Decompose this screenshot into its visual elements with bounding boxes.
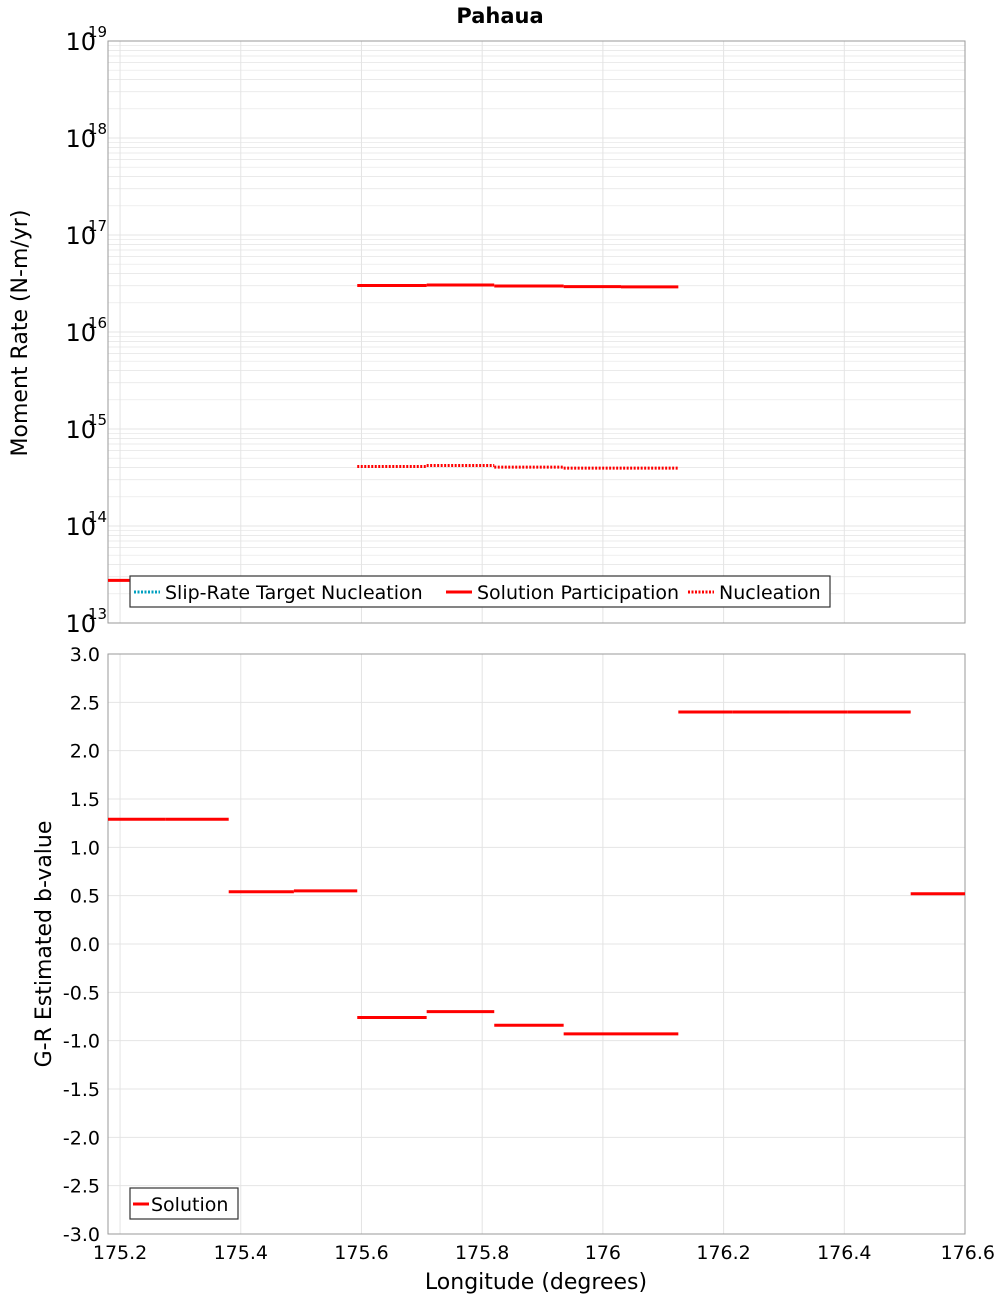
x-tick-label: 175.6: [334, 1242, 388, 1264]
top-y-tick-base: 10: [65, 222, 96, 250]
b-value-panel: 3.0 2.5 2.0 1.5 1.0 0.5 0.0 -0.5 -1.0 -1.5 -2.0 -2.…: [32, 644, 995, 1295]
x-tick-label: 175.4: [214, 1242, 268, 1264]
bottom-y-tick-label: 1.0: [70, 837, 100, 859]
top-y-tick-exponent: 13: [88, 605, 107, 623]
top-y-tick-exponent: 14: [88, 508, 107, 526]
top-y-tick-exponent: 18: [88, 120, 107, 138]
top-gridlines: [108, 41, 966, 624]
top-y-tick-base: 10: [65, 513, 96, 541]
top-legend-label: Nucleation: [719, 582, 821, 604]
bottom-gridlines: [108, 653, 966, 1235]
x-tick-label: 175.2: [93, 1242, 147, 1264]
top-y-tick-exponent: 16: [88, 314, 107, 332]
top-y-tick-base: 10: [65, 610, 96, 638]
bottom-y-tick-label: -2.5: [63, 1176, 100, 1198]
x-tick-label: 176.4: [817, 1242, 871, 1264]
bottom-y-tick-label: 1.5: [70, 789, 100, 811]
top-y-axis-label: Moment Rate (N-m/yr): [8, 210, 33, 457]
top-plot-frame: [107, 40, 966, 624]
chart-title: Pahaua: [456, 4, 543, 28]
x-tick-label: 176.6: [941, 1242, 995, 1264]
bottom-plot-frame: [107, 653, 966, 1235]
bottom-y-axis-label: G-R Estimated b-value: [32, 821, 57, 1068]
top-y-tick-base: 10: [65, 319, 96, 347]
bottom-y-tick-label: -3.0: [63, 1224, 100, 1246]
top-y-tick-exponent: 17: [88, 217, 107, 235]
x-tick-labels: 175.2 175.4 175.6 175.8 176 176.2 176.4 176.6: [93, 1242, 995, 1264]
top-y-tick-base: 10: [65, 28, 96, 56]
top-legend: Slip-Rate Target Nucleation Solution Part…: [129, 575, 831, 608]
x-tick-label: 176: [585, 1242, 621, 1264]
top-legend-label: Solution Participation: [477, 582, 679, 604]
bottom-y-tick-label: -2.0: [63, 1127, 100, 1149]
top-legend-label: Slip-Rate Target Nucleation: [165, 582, 423, 604]
top-y-tick-base: 10: [65, 125, 96, 153]
bottom-y-tick-label: 0.0: [70, 934, 100, 956]
bottom-y-tick-label: 2.0: [70, 741, 100, 763]
x-tick-label: 176.2: [696, 1242, 750, 1264]
bottom-legend: Solution: [129, 1187, 239, 1220]
top-y-tick-exponent: 15: [88, 411, 107, 429]
bottom-y-tick-label: 2.5: [70, 692, 100, 714]
bottom-y-tick-label: -1.5: [63, 1079, 100, 1101]
top-series-layer: [108, 283, 679, 585]
bottom-y-tick-label: -0.5: [63, 982, 100, 1004]
top-y-tick-exponent: 19: [88, 23, 107, 41]
x-tick-label: 175.8: [455, 1242, 509, 1264]
bottom-series-layer: [108, 710, 965, 1036]
top-y-tick-base: 10: [65, 416, 96, 444]
bottom-y-tick-label: 3.0: [70, 644, 100, 666]
bottom-legend-label: Solution: [151, 1194, 228, 1216]
bottom-y-tick-label: 0.5: [70, 886, 100, 908]
bottom-y-tick-labels: 3.0 2.5 2.0 1.5 1.0 0.5 0.0 -0.5 -1.0 -1.5 -2.0 -2.…: [63, 644, 100, 1246]
x-axis-label: Longitude (degrees): [425, 1270, 647, 1295]
bottom-y-tick-label: -1.0: [63, 1031, 100, 1053]
